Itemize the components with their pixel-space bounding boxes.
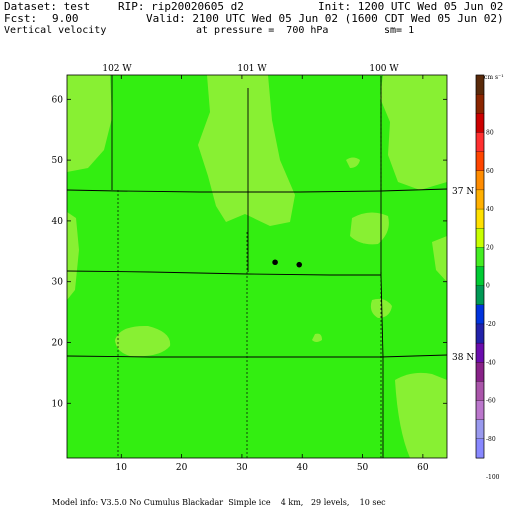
station-dot xyxy=(272,259,278,266)
fcst-label: Fcst: xyxy=(4,12,38,25)
colorbar-swatch xyxy=(475,132,485,153)
valid-time: Valid: 2100 UTC Wed 05 Jun 02 (1600 CDT … xyxy=(146,12,504,25)
model-info: Model info: V3.5.0 No Cumulus Blackadar … xyxy=(52,498,386,507)
fcst-value: 9.00 xyxy=(52,12,79,25)
contour-region xyxy=(395,372,447,458)
colorbar-label: -60 xyxy=(486,398,496,405)
x-tick-label: 30 xyxy=(236,463,248,473)
colorbar-swatch xyxy=(475,304,485,325)
colorbar-swatches xyxy=(475,74,485,459)
contour-region xyxy=(198,75,295,226)
colorbar-label: -100 xyxy=(486,474,500,481)
colorbar-frame xyxy=(475,74,485,459)
latitude-labels: 37 N 38 N xyxy=(452,187,474,363)
colorbar-swatch xyxy=(475,362,485,382)
colorbar-label: 20 xyxy=(486,244,494,251)
latitude-label: 38 N xyxy=(452,353,474,363)
colorbar-swatch xyxy=(475,285,485,306)
colorbar-swatch xyxy=(475,189,485,210)
y-tick-label: 60 xyxy=(52,95,64,105)
longitude-label: 102 W xyxy=(102,64,132,74)
colorbar-swatch xyxy=(475,381,485,401)
contour-region xyxy=(312,333,322,342)
x-tick-label: 50 xyxy=(357,463,369,473)
colorbar-swatch xyxy=(475,400,485,421)
colorbar-label: 60 xyxy=(486,168,494,175)
y-tick-label: 20 xyxy=(52,338,64,348)
y-tick-label: 40 xyxy=(52,217,64,227)
field-name: Vertical velocity xyxy=(4,25,107,36)
longitude-label: 101 W xyxy=(237,64,267,74)
y-tick-label: 50 xyxy=(52,156,64,166)
colorbar-swatch xyxy=(475,228,485,248)
station-dot xyxy=(296,261,303,268)
colorbar-label: -40 xyxy=(486,359,496,366)
pressure-level: at pressure = 700 hPa xyxy=(196,25,329,36)
state-boundaries xyxy=(66,75,448,458)
y-tick-label: 10 xyxy=(52,399,64,409)
colorbar-label: 80 xyxy=(486,129,494,136)
colorbar-swatch xyxy=(475,208,485,229)
light-green-contours xyxy=(67,75,447,458)
x-tick-label: 10 xyxy=(116,463,128,473)
dataset-label: Dataset: test xyxy=(4,0,91,13)
init-time: Init: 1200 UTC Wed 05 Jun 02 xyxy=(318,0,504,13)
x-tick-label: 40 xyxy=(297,463,309,473)
plot-frame xyxy=(66,74,448,459)
map-plot: 10 20 30 40 50 60 10 20 30 40 50 60 102 W 101 W 10… xyxy=(52,64,475,473)
colorbar-label: 0 xyxy=(486,283,490,290)
colorbar-swatch xyxy=(475,323,485,344)
colorbar-swatch xyxy=(475,94,485,114)
contour-region xyxy=(346,157,360,168)
rip-label: RIP: rip20020605 d2 xyxy=(118,0,244,13)
colorbar-swatch xyxy=(475,342,485,363)
contour-region xyxy=(115,325,171,357)
colorbar-swatch xyxy=(475,74,485,95)
contour-region xyxy=(67,212,79,300)
contour-region xyxy=(67,75,112,172)
colorbar-label: -20 xyxy=(486,321,496,328)
station-markers xyxy=(272,259,303,268)
colorbar-label: 40 xyxy=(486,206,494,213)
colorbar-unit: cm s⁻¹ xyxy=(484,74,504,81)
latitude-label: 37 N xyxy=(452,187,474,197)
y-tick-label: 30 xyxy=(52,278,64,288)
x-axis-ticks: 10 20 30 40 50 60 xyxy=(116,75,429,473)
colorbar-labels: 80 60 40 20 0 -20 -40 -60 -80 -100 xyxy=(486,129,500,481)
x-tick-label: 20 xyxy=(176,463,188,473)
longitude-label: 100 W xyxy=(369,64,399,74)
contour-region xyxy=(380,75,447,190)
y-axis-ticks: 10 20 30 40 50 60 xyxy=(52,95,447,409)
colorbar-swatch xyxy=(475,419,485,440)
colorbar-label: -80 xyxy=(486,436,496,443)
x-tick-label: 60 xyxy=(417,463,429,473)
contour-region xyxy=(350,212,389,245)
colorbar-swatch xyxy=(475,266,485,287)
colorbar: cm s⁻¹ 80 60 40 20 0 -20 -40 -60 -80 -100 xyxy=(475,74,504,481)
colorbar-swatch xyxy=(475,170,485,191)
colorbar-swatch xyxy=(475,151,485,172)
colorbar-swatch xyxy=(475,438,485,459)
colorbar-swatch xyxy=(475,247,485,267)
smoothing-value: sm= 1 xyxy=(384,25,415,36)
longitude-labels: 102 W 101 W 100 W xyxy=(102,64,399,74)
colorbar-swatch xyxy=(475,113,485,133)
contour-region xyxy=(432,236,447,282)
